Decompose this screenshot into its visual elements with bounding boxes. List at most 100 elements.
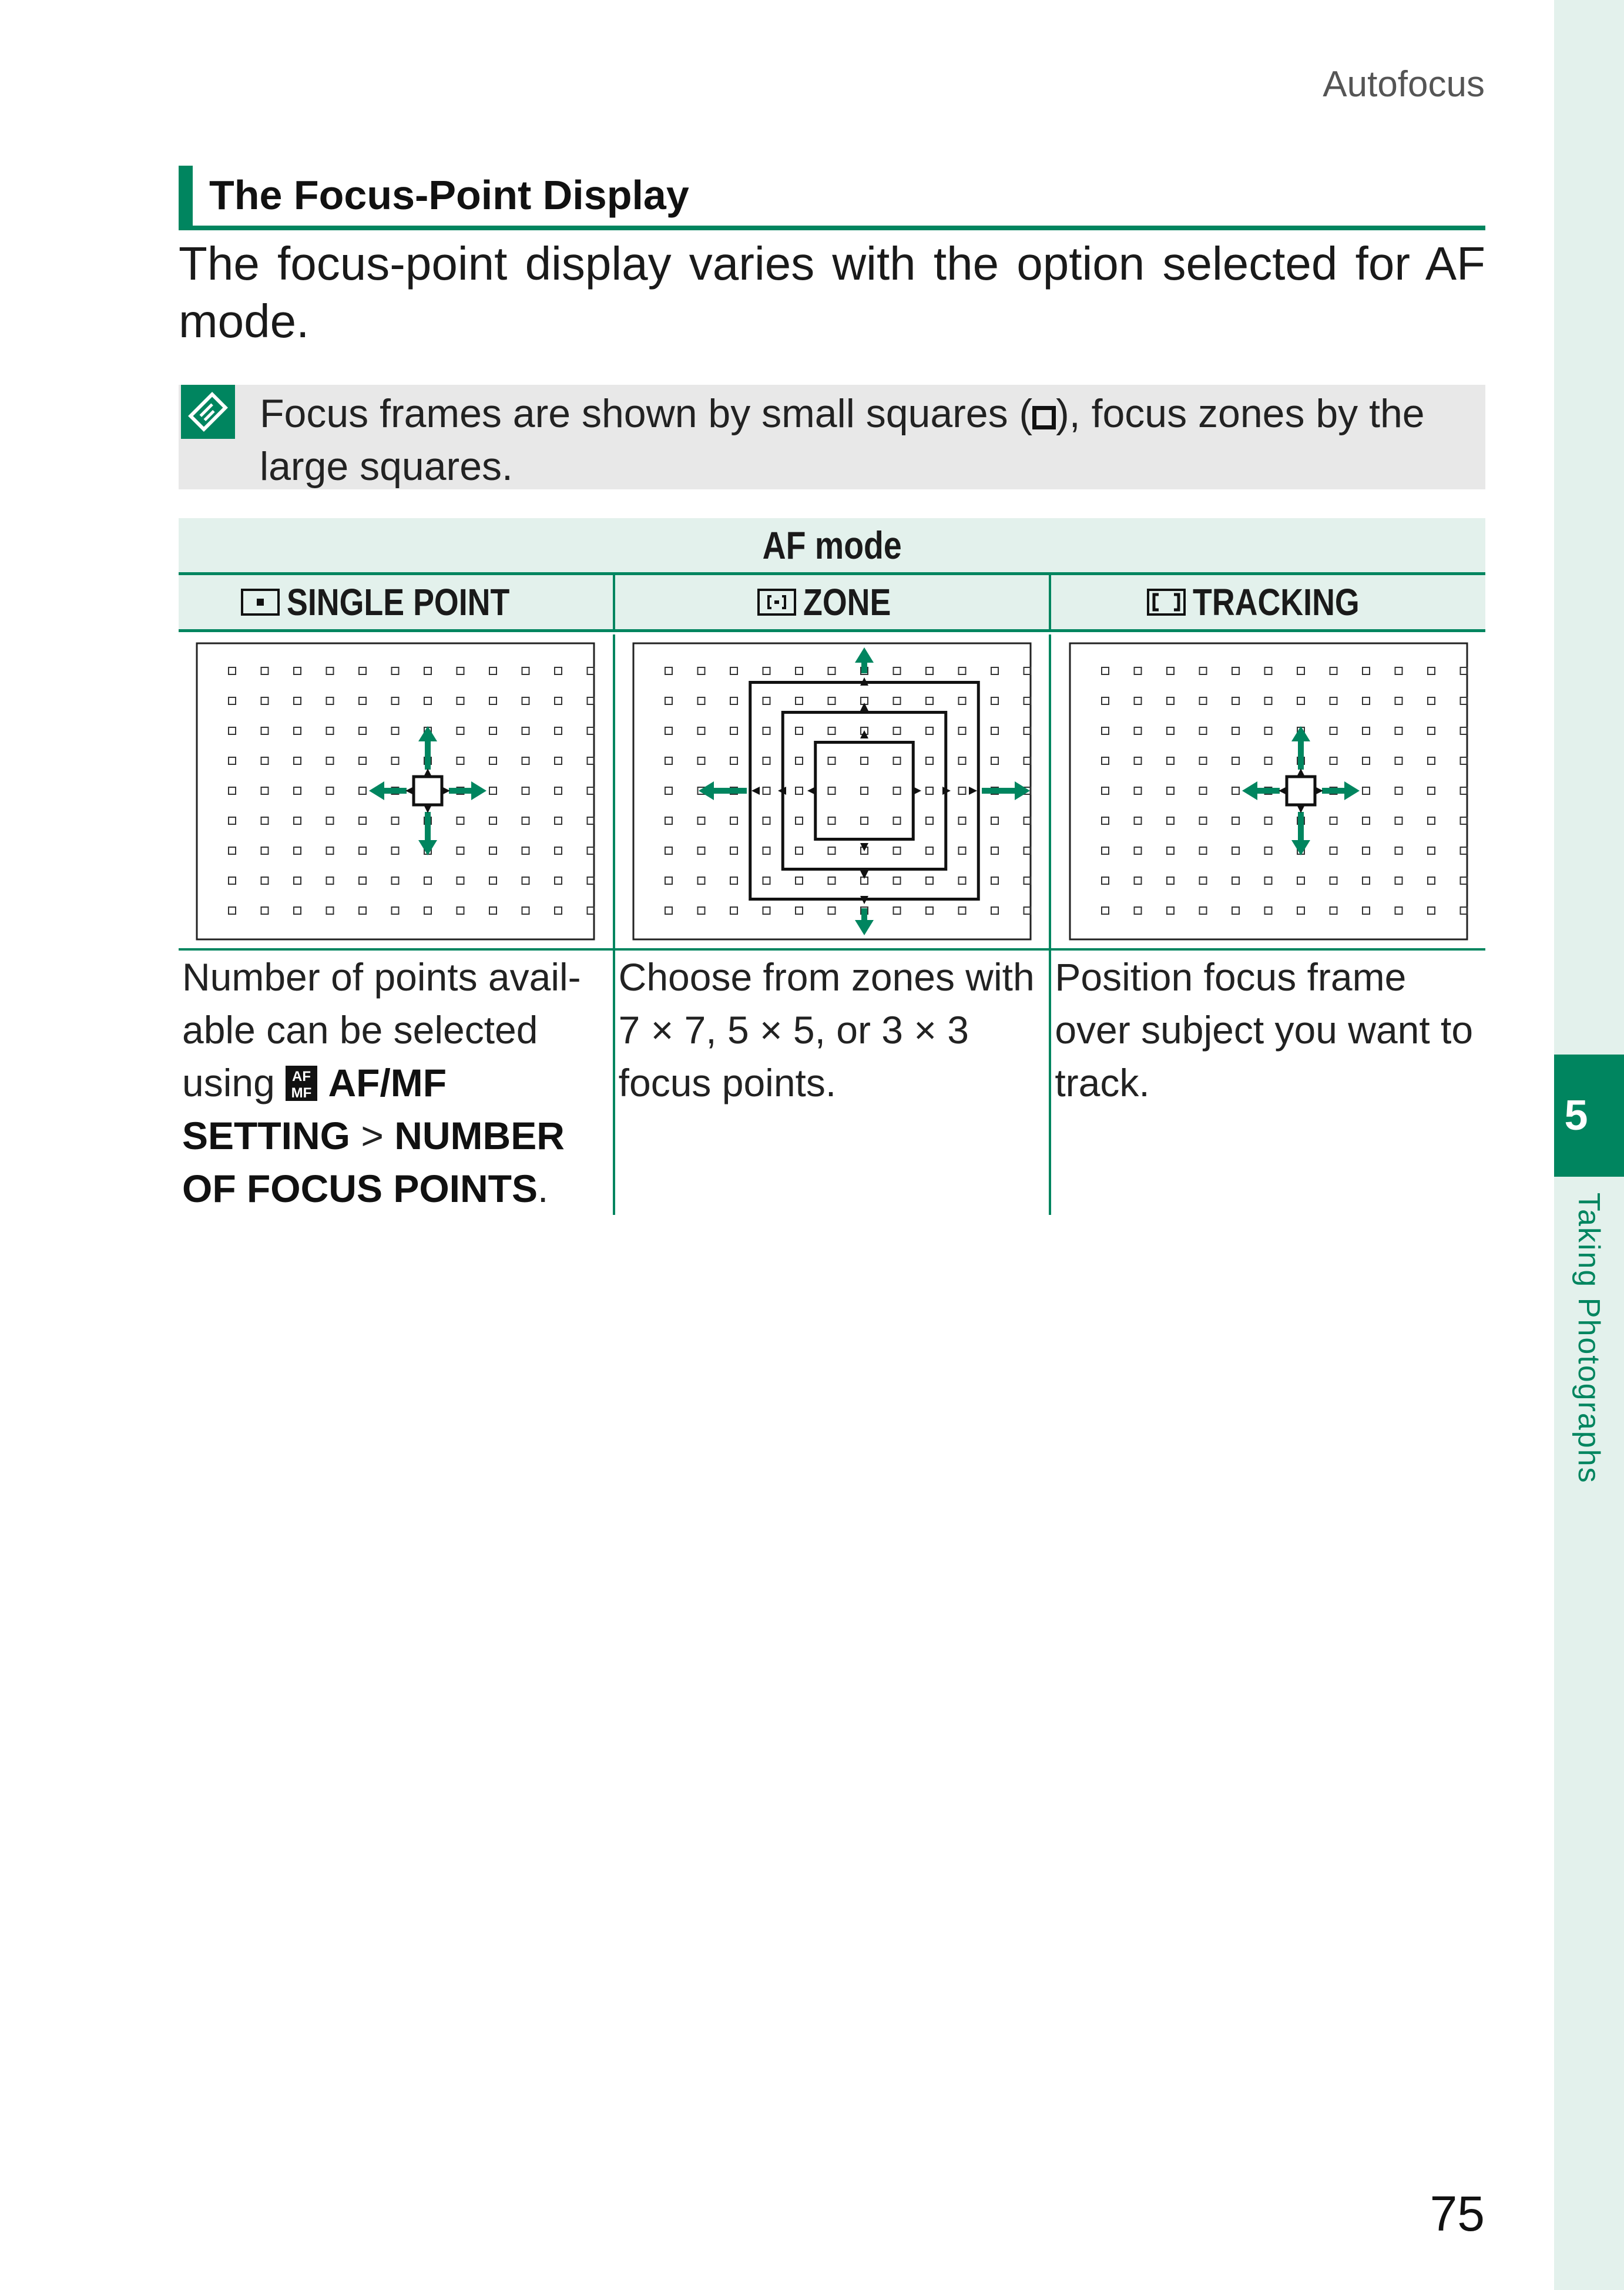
focus-point <box>1199 817 1207 825</box>
focus-point <box>521 697 530 705</box>
focus-point <box>228 817 237 825</box>
single-point-icon <box>240 589 280 616</box>
focus-point <box>1199 906 1207 915</box>
focus-point <box>925 697 934 705</box>
focus-point <box>1166 727 1175 735</box>
focus-point <box>991 727 999 735</box>
focus-point <box>1329 877 1338 885</box>
focus-point <box>1361 697 1370 705</box>
focus-point <box>391 667 400 675</box>
focus-point <box>665 667 673 675</box>
note-box: Focus frames are shown by small squares … <box>179 385 1485 489</box>
focus-point <box>665 847 673 855</box>
focus-point <box>358 697 367 705</box>
focus-point <box>326 667 334 675</box>
focus-point <box>424 877 432 885</box>
direction-arrow-head <box>855 647 874 663</box>
focus-point <box>827 817 836 825</box>
desc-single-text: Number of points avail-able can be selec… <box>182 955 581 1104</box>
focus-point <box>892 847 901 855</box>
focus-point <box>326 877 334 885</box>
focus-point <box>1100 877 1109 885</box>
focus-point <box>326 847 334 855</box>
focus-point <box>892 906 901 915</box>
diagram-cell-tracking <box>1049 634 1485 948</box>
direction-arrow-head <box>369 781 385 800</box>
focus-point <box>260 727 269 735</box>
focus-point <box>795 847 803 855</box>
focus-point <box>228 727 237 735</box>
focus-point <box>730 906 738 915</box>
focus-point <box>228 787 237 795</box>
focus-point <box>456 667 465 675</box>
focus-point <box>1427 787 1435 795</box>
focus-point <box>489 787 498 795</box>
move-indicator <box>442 787 451 795</box>
focus-point <box>586 697 595 705</box>
focus-point <box>795 787 803 795</box>
chapter-tab[interactable]: 5 <box>1554 1055 1624 1177</box>
focus-point <box>521 667 530 675</box>
focus-point <box>1100 697 1109 705</box>
focus-point <box>1459 667 1468 675</box>
note-icon <box>181 385 235 439</box>
focus-point <box>1231 817 1240 825</box>
focus-point <box>1427 817 1435 825</box>
focus-point <box>1023 817 1032 825</box>
focus-point <box>293 877 302 885</box>
focus-point <box>991 667 999 675</box>
focus-point <box>1231 697 1240 705</box>
move-indicator <box>860 730 868 738</box>
focus-point <box>1459 727 1468 735</box>
focus-point <box>892 727 901 735</box>
focus-point <box>554 877 563 885</box>
description-row: Number of points avail-able can be selec… <box>179 951 1485 1215</box>
focus-point <box>730 697 738 705</box>
focus-point <box>827 697 836 705</box>
focus-point <box>958 667 967 675</box>
focus-point <box>827 727 836 735</box>
description-tracking: Position focus frame over subject you wa… <box>1049 951 1485 1215</box>
focus-point <box>424 667 432 675</box>
single-point-diagram <box>196 642 595 941</box>
focus-point <box>1166 667 1175 675</box>
focus-point <box>293 757 302 765</box>
focus-point <box>1199 847 1207 855</box>
focus-point <box>358 847 367 855</box>
focus-point <box>1427 727 1435 735</box>
focus-point <box>326 906 334 915</box>
focus-point <box>1231 787 1240 795</box>
focus-point <box>554 667 563 675</box>
focus-point <box>293 787 302 795</box>
focus-point <box>1133 906 1142 915</box>
focus-point <box>1100 787 1109 795</box>
focus-point <box>293 667 302 675</box>
focus-point <box>958 847 967 855</box>
focus-point <box>697 757 706 765</box>
focus-point <box>358 817 367 825</box>
focus-point <box>1133 877 1142 885</box>
focus-point <box>326 817 334 825</box>
focus-point <box>665 877 673 885</box>
focus-point <box>554 697 563 705</box>
focus-point <box>795 906 803 915</box>
focus-point <box>1231 847 1240 855</box>
focus-point <box>1459 697 1468 705</box>
focus-point <box>228 906 237 915</box>
focus-point <box>958 906 967 915</box>
focus-point <box>697 877 706 885</box>
focus-point <box>697 847 706 855</box>
focus-point <box>260 667 269 675</box>
focus-point <box>1394 787 1403 795</box>
focus-point <box>827 757 836 765</box>
diagram-row <box>179 634 1485 951</box>
focus-point <box>991 906 999 915</box>
focus-point <box>827 877 836 885</box>
focus-point <box>391 906 400 915</box>
focus-point <box>228 877 237 885</box>
direction-arrow-head <box>418 726 438 741</box>
desc-single-end: . <box>538 1167 549 1210</box>
focus-point <box>391 757 400 765</box>
af-mode-table: AF mode SINGLE POINT ZONE T <box>179 518 1485 1215</box>
focus-point <box>456 817 465 825</box>
